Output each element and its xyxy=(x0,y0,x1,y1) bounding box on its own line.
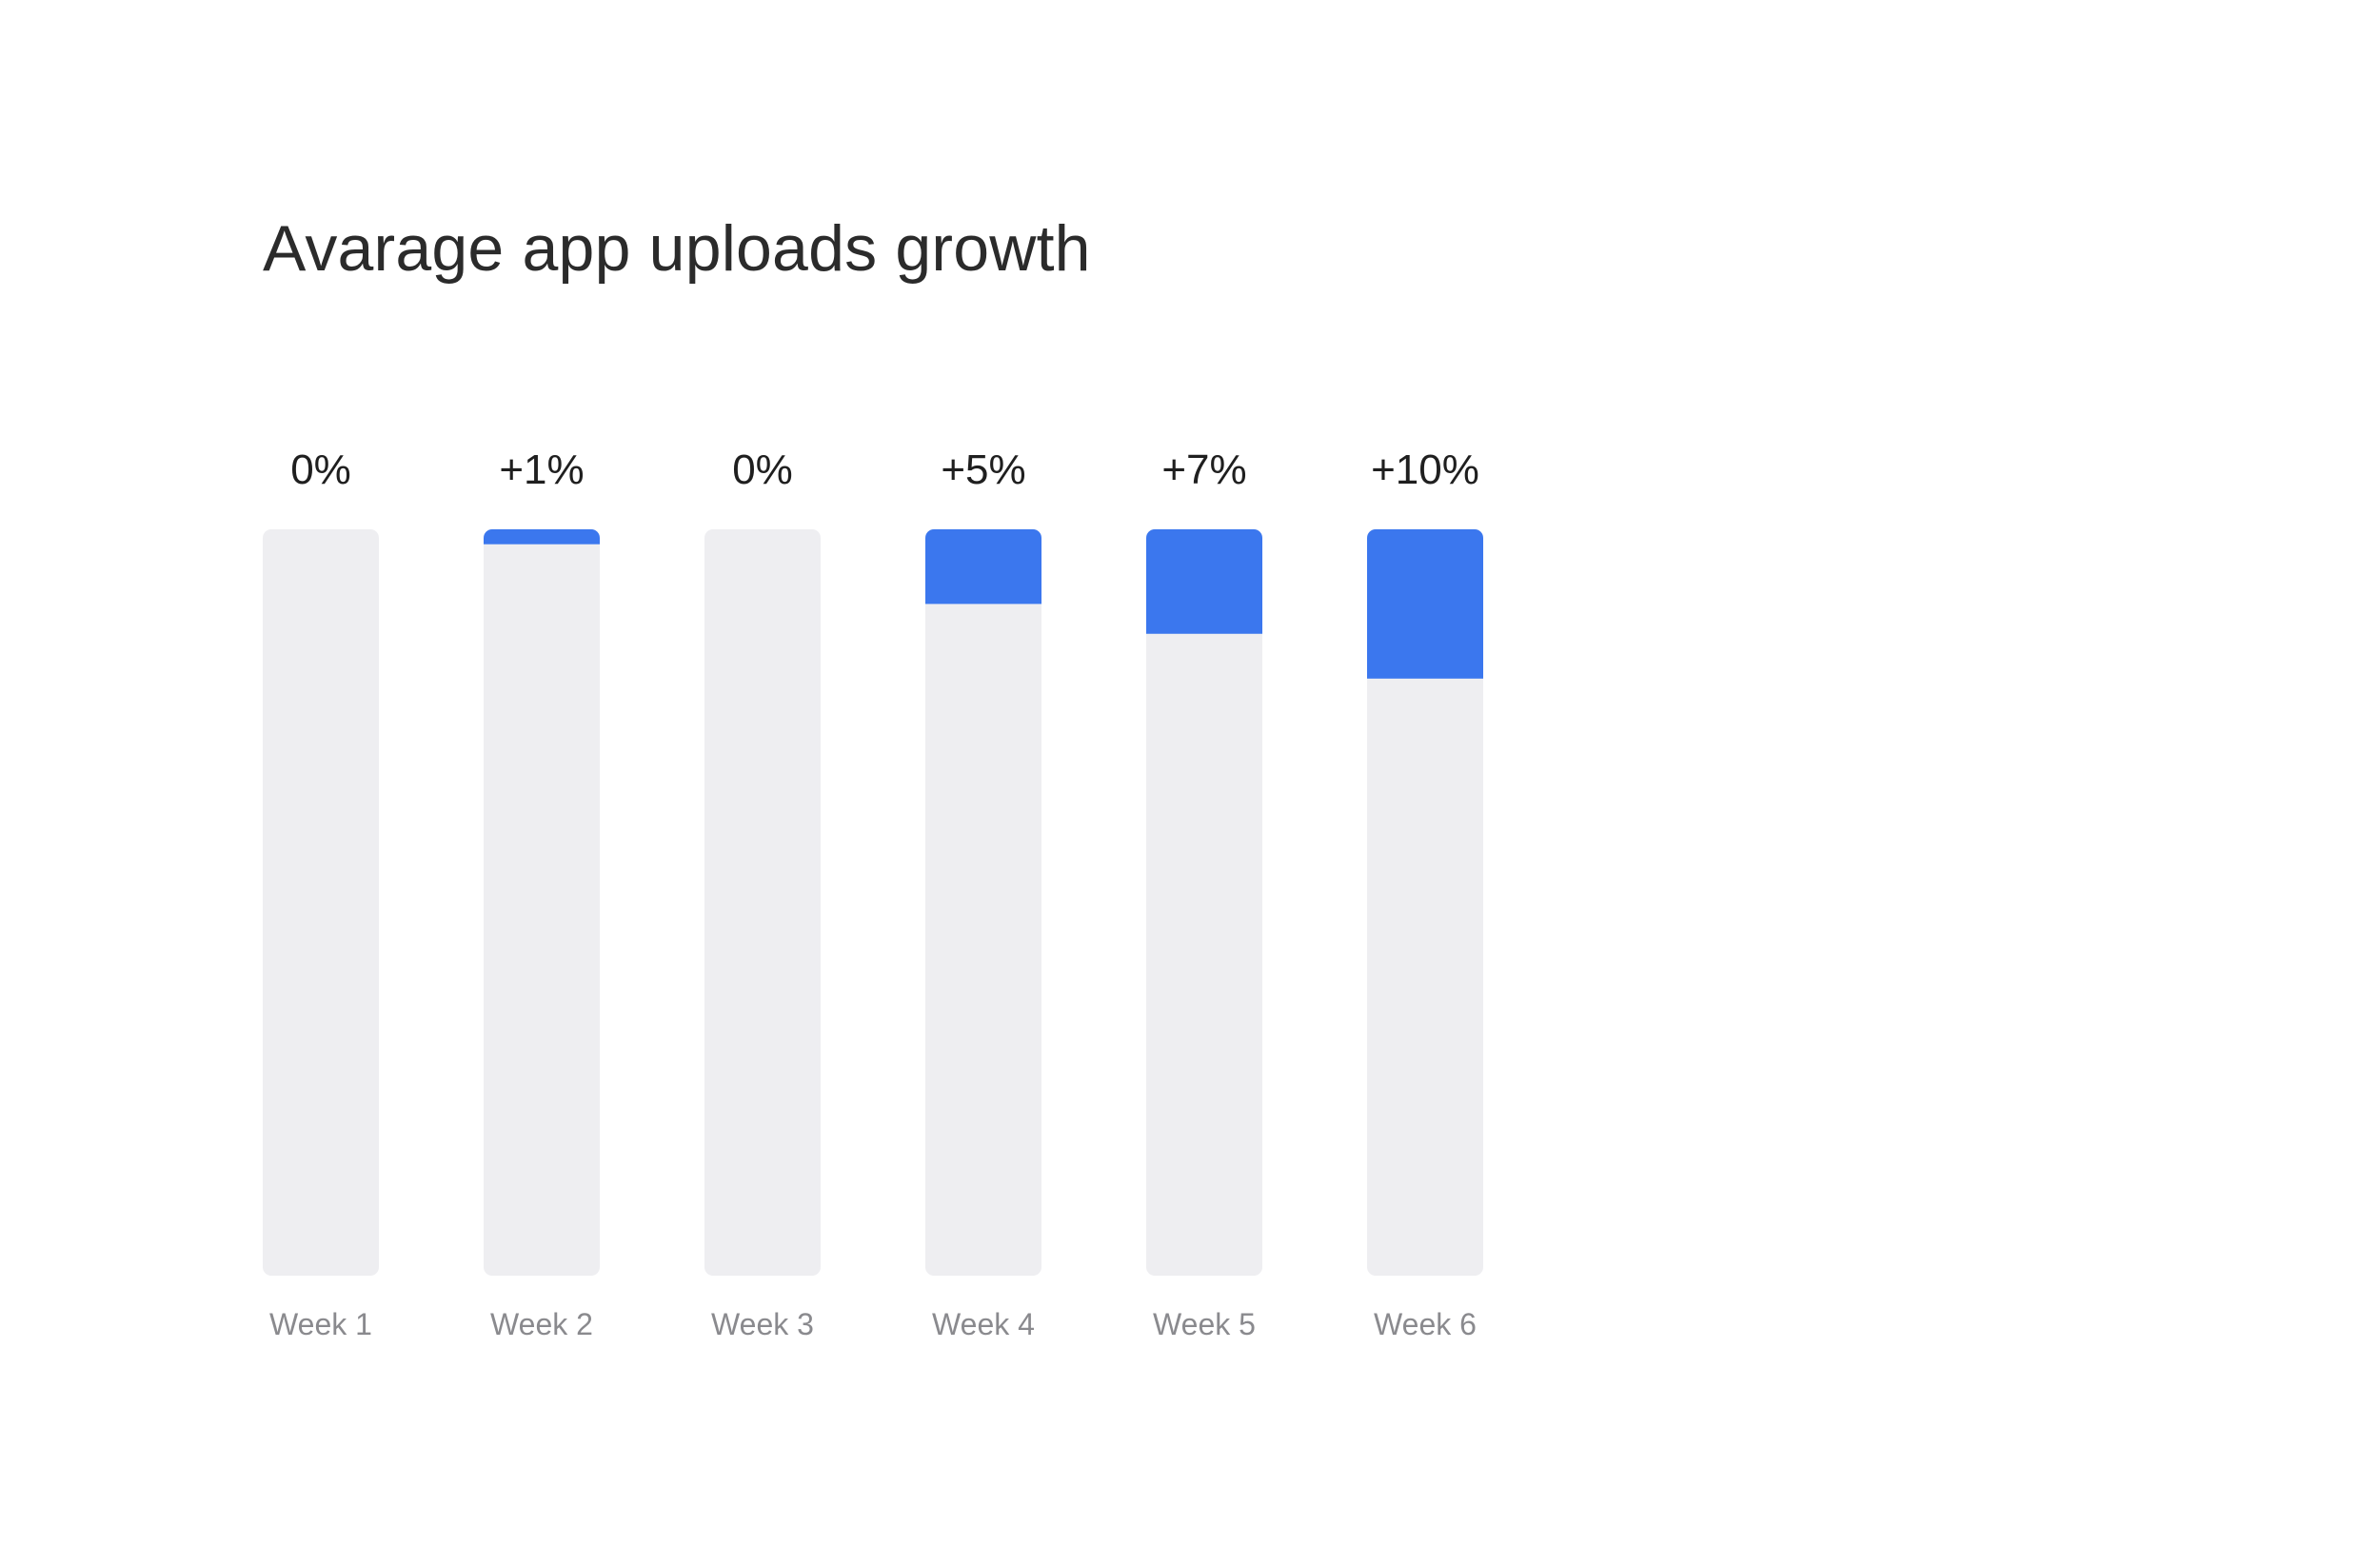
category-label-3: Week 3 xyxy=(711,1307,814,1341)
value-label-5: +7% xyxy=(1161,446,1246,493)
category-label-2: Week 2 xyxy=(490,1307,593,1341)
value-label-4: +5% xyxy=(941,446,1025,493)
chart-title: Avarage app uploads growth xyxy=(263,212,1091,285)
bar-track-2 xyxy=(484,529,600,1276)
value-label-3: 0% xyxy=(732,446,793,493)
bar-fill-6 xyxy=(1367,529,1483,679)
bar-track-3 xyxy=(704,529,821,1276)
bar-fill-5 xyxy=(1146,529,1262,634)
bar-track-6 xyxy=(1367,529,1483,1276)
value-label-2: +1% xyxy=(499,446,584,493)
bar-fill-2 xyxy=(484,529,600,545)
bar-track-1 xyxy=(263,529,379,1276)
bar-fill-4 xyxy=(925,529,1041,605)
value-label-1: 0% xyxy=(290,446,351,493)
category-label-4: Week 4 xyxy=(932,1307,1035,1341)
category-label-5: Week 5 xyxy=(1153,1307,1256,1341)
value-label-6: +10% xyxy=(1371,446,1479,493)
bar-track-5 xyxy=(1146,529,1262,1276)
category-label-6: Week 6 xyxy=(1374,1307,1477,1341)
bar-track-4 xyxy=(925,529,1041,1276)
category-label-1: Week 1 xyxy=(269,1307,372,1341)
